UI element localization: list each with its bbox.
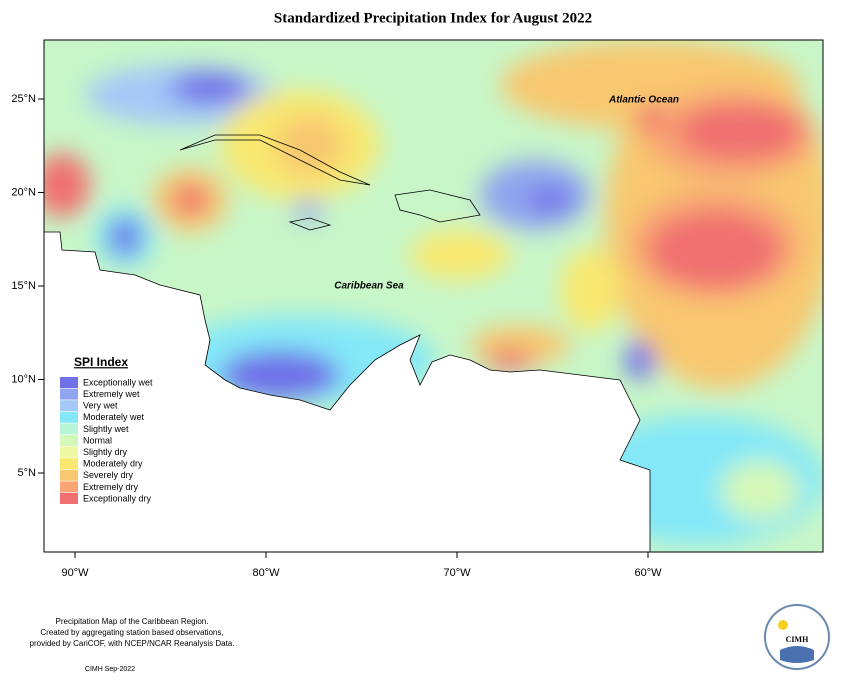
map-frame	[43, 39, 824, 553]
lon-label: 60°W	[634, 567, 662, 579]
legend: SPI Index Exceptionally wet Extremely wet…	[60, 355, 153, 504]
legend-swatch	[60, 493, 78, 504]
lat-label: 25°N	[11, 93, 36, 105]
lon-label: 70°W	[443, 567, 471, 579]
legend-label: Moderately dry	[83, 459, 143, 469]
legend-swatch	[60, 469, 78, 481]
footer-date: CIMH Sep-2022	[85, 666, 135, 673]
legend-swatch	[60, 458, 78, 470]
lat-label: 20°N	[11, 186, 36, 198]
logo: CIMH	[764, 604, 830, 670]
legend-swatch	[60, 377, 78, 388]
legend-label: Slightly dry	[83, 447, 128, 457]
island-outlines	[179, 134, 481, 231]
legend-title: SPI Index	[74, 355, 128, 369]
legend-label: Exceptionally dry	[83, 493, 152, 503]
footer-line: Created by aggregating station based obs…	[40, 628, 223, 637]
place-label: Caribbean Sea	[334, 281, 404, 292]
legend-swatch	[60, 388, 78, 400]
footer-line: Precipitation Map of the Caribbean Regio…	[56, 617, 209, 626]
legend-swatch	[60, 423, 78, 435]
logo-text: CIMH	[786, 635, 809, 644]
legend-swatch	[60, 446, 78, 458]
land-mask	[44, 231, 651, 552]
legend-label: Extremely wet	[83, 389, 140, 399]
legend-label: Exceptionally wet	[83, 377, 153, 387]
spi-field	[44, 40, 823, 552]
legend-label: Moderately wet	[83, 412, 145, 422]
lat-label: 5°N	[18, 467, 37, 479]
legend-swatch	[60, 435, 78, 446]
legend-label: Extremely dry	[83, 482, 139, 492]
footer-line: provided by CariCOF, with NCEP/NCAR Rean…	[30, 639, 235, 648]
lon-label: 80°W	[252, 567, 280, 579]
legend-swatch	[60, 411, 78, 423]
legend-swatch	[60, 400, 78, 412]
legend-swatch	[60, 481, 78, 493]
lat-label: 15°N	[11, 280, 36, 292]
legend-label: Severely dry	[83, 470, 134, 480]
legend-label: Slightly wet	[83, 424, 129, 434]
lon-label: 90°W	[61, 567, 89, 579]
legend-label: Normal	[83, 435, 112, 445]
lat-label: 10°N	[11, 373, 36, 385]
place-label: Atlantic Ocean	[608, 95, 679, 106]
legend-label: Very wet	[83, 401, 118, 411]
map-title: Standardized Precipitation Index for Aug…	[274, 10, 592, 26]
